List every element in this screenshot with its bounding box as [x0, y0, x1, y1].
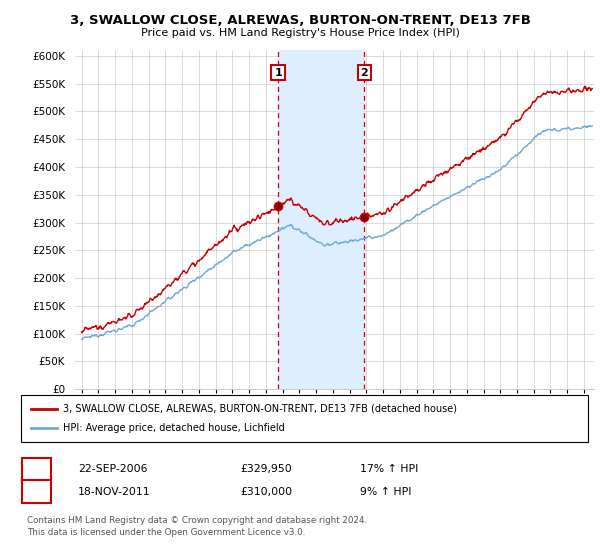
Text: This data is licensed under the Open Government Licence v3.0.: This data is licensed under the Open Gov… [27, 528, 305, 536]
Text: £329,950: £329,950 [240, 464, 292, 474]
Text: HPI: Average price, detached house, Lichfield: HPI: Average price, detached house, Lich… [63, 423, 285, 433]
Text: 1: 1 [32, 463, 41, 476]
Text: 3, SWALLOW CLOSE, ALREWAS, BURTON-ON-TRENT, DE13 7FB (detached house): 3, SWALLOW CLOSE, ALREWAS, BURTON-ON-TRE… [63, 404, 457, 414]
Text: 3, SWALLOW CLOSE, ALREWAS, BURTON-ON-TRENT, DE13 7FB: 3, SWALLOW CLOSE, ALREWAS, BURTON-ON-TRE… [70, 14, 530, 27]
Text: Contains HM Land Registry data © Crown copyright and database right 2024.: Contains HM Land Registry data © Crown c… [27, 516, 367, 525]
Text: 22-SEP-2006: 22-SEP-2006 [78, 464, 148, 474]
Text: 18-NOV-2011: 18-NOV-2011 [78, 487, 151, 497]
Bar [278, 50, 364, 389]
Text: 2: 2 [32, 485, 41, 498]
Text: 1: 1 [274, 68, 282, 78]
Text: £310,000: £310,000 [240, 487, 292, 497]
Text: 17% ↑ HPI: 17% ↑ HPI [360, 464, 418, 474]
Text: Price paid vs. HM Land Registry's House Price Index (HPI): Price paid vs. HM Land Registry's House … [140, 28, 460, 38]
Text: 2: 2 [361, 68, 368, 78]
Text: 9% ↑ HPI: 9% ↑ HPI [360, 487, 412, 497]
